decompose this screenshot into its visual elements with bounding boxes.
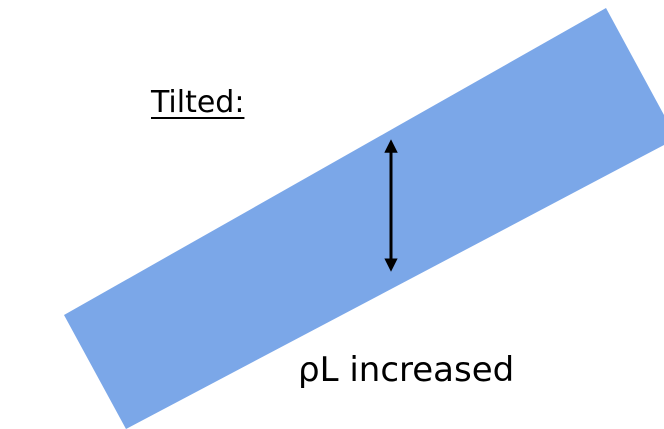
- caption-label: ρL increased: [298, 350, 515, 390]
- diagram-title: Tilted:: [151, 85, 245, 120]
- tilted-slab: [64, 8, 664, 429]
